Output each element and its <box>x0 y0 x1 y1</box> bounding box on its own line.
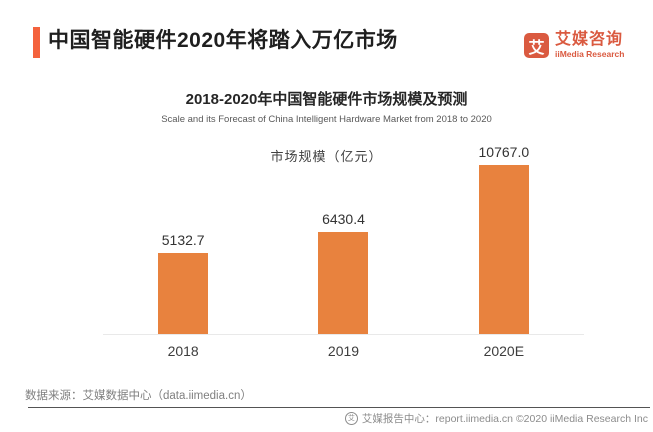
title-accent-bar <box>33 27 40 58</box>
x-axis-label: 2019 <box>327 343 360 359</box>
footer-credit-text: 艾媒报告中心：report.iimedia.cn ©2020 iiMedia R… <box>361 413 648 425</box>
bar-value-label: 6430.4 <box>322 211 365 227</box>
iimedia-logo: 艾 艾媒咨询 iiMedia Research <box>524 31 624 59</box>
data-source-note: 数据来源：艾媒数据中心（data.iimedia.cn） <box>25 390 252 402</box>
x-axis-label: 2020E <box>483 343 525 359</box>
bar <box>318 232 369 334</box>
page-title: 中国智能硬件2020年将踏入万亿市场 <box>48 29 398 52</box>
bar-value-label: 5132.7 <box>161 232 205 248</box>
footer-divider <box>28 407 650 408</box>
bar-slot: 6430.4 <box>263 145 423 334</box>
series-label: 市场规模（亿元） <box>270 149 383 164</box>
bar <box>478 165 529 334</box>
iimedia-logo-icon: 艾 <box>524 33 549 58</box>
bar-chart-plot-area: 5132.7 6430.4 10767.0 <box>103 145 584 335</box>
iimedia-globe-icon: 艾 <box>344 412 358 425</box>
bar-slot: 5132.7 <box>103 145 263 334</box>
chart-title: 2018-2020年中国智能硬件市场规模及预测 <box>185 91 468 108</box>
x-axis-labels: 2018 2019 2020E <box>103 343 584 359</box>
bar-value-label: 10767.0 <box>478 144 530 160</box>
footer-credit: 艾 艾媒报告中心：report.iimedia.cn ©2020 iiMedia… <box>344 411 648 426</box>
logo-name-cn: 艾媒咨询 <box>555 31 624 48</box>
bar-slot: 10767.0 <box>424 145 584 334</box>
logo-name-en: iiMedia Research <box>555 49 625 59</box>
chart-subtitle: Scale and its Forecast of China Intellig… <box>161 114 492 125</box>
bar <box>158 253 209 334</box>
x-axis-label: 2018 <box>167 343 199 359</box>
